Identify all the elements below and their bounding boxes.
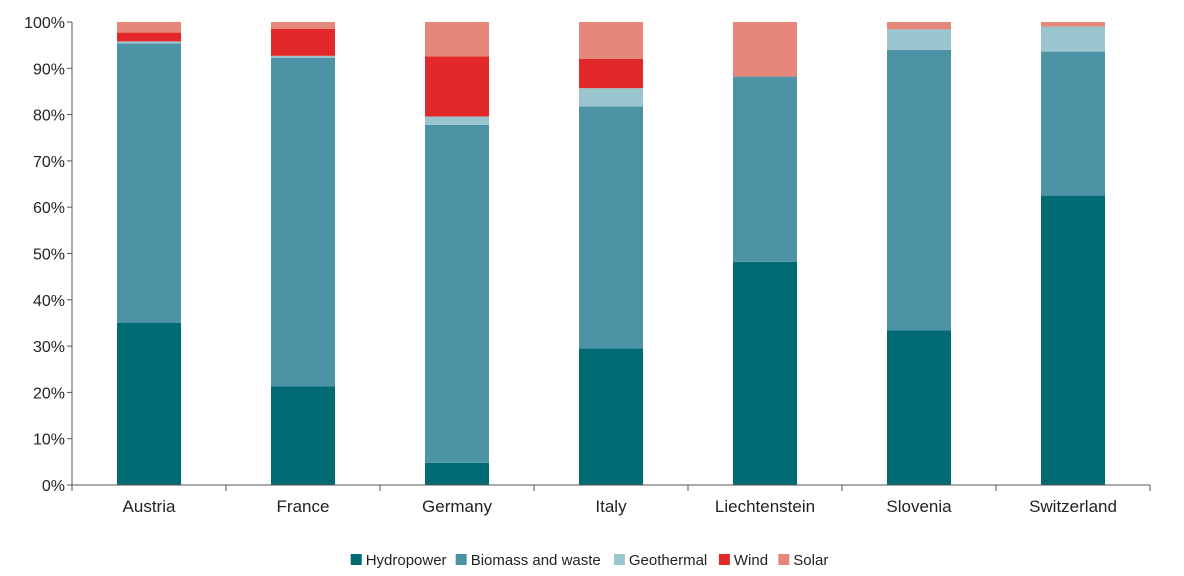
y-tick-label: 60% <box>33 200 65 217</box>
legend: Hydropower Biomass and waste Geothermal Win… <box>350 552 828 569</box>
bar-segment-liechtenstein-hydropower <box>733 261 797 485</box>
y-tick-label: 30% <box>33 339 65 356</box>
legend-label-hydropower: Hydropower <box>366 552 447 569</box>
y-tick-label: 10% <box>33 432 65 449</box>
bar-segment-italy-wind <box>579 59 643 89</box>
bar-segment-switzerland-biomass-and-waste <box>1041 51 1105 196</box>
legend-swatch-hydropower <box>350 554 362 565</box>
x-tick-label-liechtenstein: Liechtenstein <box>715 497 815 516</box>
bar-segment-slovenia-geothermal <box>887 29 951 50</box>
y-tick-label: 80% <box>33 108 65 125</box>
x-tick-label-austria: Austria <box>123 497 176 516</box>
y-tick-label: 40% <box>33 293 65 310</box>
y-tick-label: 70% <box>33 154 65 171</box>
bar-segment-germany-biomass-and-waste <box>425 124 489 463</box>
bar-segment-italy-solar <box>579 22 643 59</box>
bar-segment-slovenia-hydropower <box>887 330 951 485</box>
bar-segment-slovenia-solar <box>887 22 951 30</box>
bar-segment-france-geothermal <box>271 55 335 58</box>
x-tick-label-germany: Germany <box>422 497 492 516</box>
x-tick-label-slovenia: Slovenia <box>886 497 952 516</box>
bar-segment-slovenia-biomass-and-waste <box>887 49 951 331</box>
bar-segment-austria-hydropower <box>117 323 181 485</box>
bar-segment-germany-solar <box>425 22 489 57</box>
legend-swatch-biomass-and-waste <box>455 554 467 565</box>
bar-segment-italy-biomass-and-waste <box>579 106 643 349</box>
y-tick-label: 100% <box>24 15 65 32</box>
bar-segment-austria-biomass-and-waste <box>117 43 181 324</box>
legend-label-wind: Wind <box>734 552 768 569</box>
bar-segment-germany-hydropower <box>425 462 489 485</box>
legend-swatch-wind <box>718 554 730 565</box>
legend-label-biomass-and-waste: Biomass and waste <box>471 552 601 569</box>
legend-swatch-geothermal <box>613 554 625 565</box>
x-tick-label-italy: Italy <box>595 497 627 516</box>
bar-segment-germany-wind <box>425 56 489 117</box>
legend-swatch-solar <box>778 554 790 565</box>
axes-layer: 0% 10% 20% 30% 40% 50% 60% 70% 80% 90% 100% Austria… <box>24 15 1151 516</box>
bar-segment-switzerland-hydropower <box>1041 195 1105 485</box>
y-tick-label: 20% <box>33 385 65 402</box>
x-tick-label-switzerland: Switzerland <box>1029 497 1117 516</box>
bar-segment-austria-solar <box>117 22 181 33</box>
y-tick-label: 0% <box>42 478 65 495</box>
legend-label-geothermal: Geothermal <box>629 552 707 569</box>
bar-segment-liechtenstein-biomass-and-waste <box>733 76 797 262</box>
y-tick-label: 90% <box>33 61 65 78</box>
bar-segment-switzerland-solar <box>1041 22 1105 27</box>
bar-segment-france-solar <box>271 22 335 29</box>
bar-segment-austria-geothermal <box>117 41 181 44</box>
bar-segment-france-hydropower <box>271 386 335 485</box>
legend-label-solar: Solar <box>793 552 828 569</box>
bar-segment-italy-hydropower <box>579 348 643 485</box>
x-tick-label-france: France <box>277 497 330 516</box>
bar-segment-italy-geothermal <box>579 88 643 107</box>
bar-segment-france-wind <box>271 28 335 56</box>
bar-segment-liechtenstein-solar <box>733 22 797 77</box>
bar-segment-germany-geothermal <box>425 116 489 125</box>
bar-segment-france-biomass-and-waste <box>271 57 335 387</box>
bars-layer <box>117 22 1105 485</box>
y-tick-label: 50% <box>33 247 65 264</box>
bar-segment-switzerland-geothermal <box>1041 26 1105 52</box>
bar-segment-austria-wind <box>117 32 181 42</box>
